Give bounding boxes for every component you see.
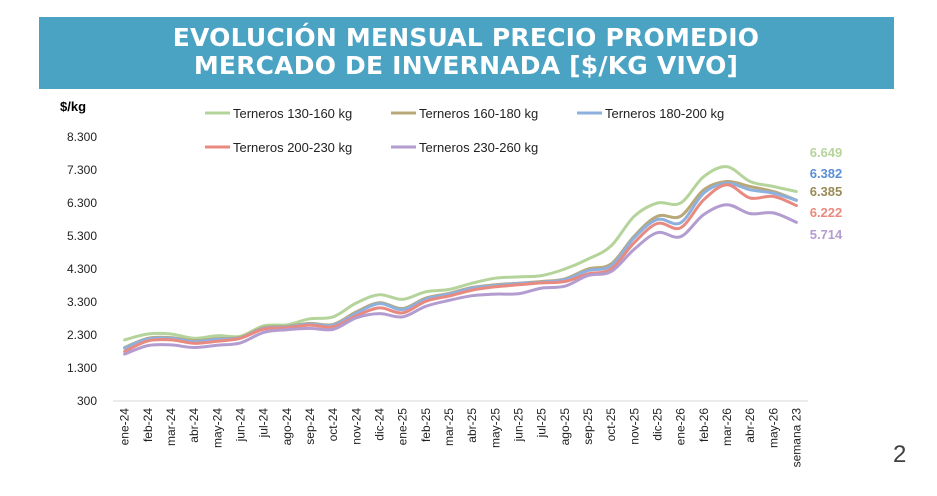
legend-entry: Terneros 160-180 kg [419, 106, 538, 121]
x-tick-label: ago-25 [558, 408, 572, 446]
x-tick-label: dic-25 [650, 408, 664, 441]
x-tick-label: mar-25 [442, 408, 456, 446]
x-tick-label: ene-25 [396, 408, 410, 446]
y-tick-label: 1.300 [67, 361, 97, 375]
series-line-4 [123, 183, 798, 353]
page-number: 2 [893, 441, 907, 468]
series-line-2 [123, 179, 798, 349]
title-banner: EVOLUCIÓN MENSUAL PRECIO PROMEDIO MERCAD… [39, 17, 894, 89]
x-tick-label: may-25 [488, 408, 502, 448]
x-tick-label: abr-24 [187, 408, 201, 443]
x-tick-label: feb-24 [141, 408, 155, 442]
legend-entry: Terneros 230-260 kg [419, 140, 538, 155]
x-tick-label: abr-26 [743, 408, 757, 443]
y-tick-label: 8.300 [67, 130, 97, 144]
y-tick-label: 6.300 [67, 196, 97, 210]
series-end-label: 6.222 [810, 205, 843, 220]
series-end-label: 6.649 [810, 145, 843, 160]
series-line-1 [123, 165, 798, 342]
x-tick-label: feb-25 [419, 408, 433, 442]
x-tick-label: feb-26 [697, 408, 711, 442]
legend-entry: Terneros 180-200 kg [605, 106, 724, 121]
y-tick-label: 3.300 [67, 295, 97, 309]
y-axis-unit-label: $/kg [60, 99, 87, 114]
chart-title-line-2: MERCADO DE INVERNADA [$/KG VIVO] [193, 51, 739, 80]
chart-title-line-1: EVOLUCIÓN MENSUAL PRECIO PROMEDIO [172, 23, 760, 52]
series-end-label: 5.714 [810, 227, 843, 242]
y-tick-label: 5.300 [67, 229, 97, 243]
x-tick-label: dic-24 [372, 408, 386, 441]
series-line-5 [123, 203, 798, 356]
x-tick-label: jul-24 [257, 408, 271, 439]
series-end-label: 6.385 [810, 184, 843, 199]
x-tick-label: semana 23 [789, 408, 803, 468]
x-tick-label: ago-24 [280, 408, 294, 446]
x-tick-label: jun-24 [233, 408, 247, 443]
x-tick-label: mar-26 [720, 408, 734, 446]
x-tick-label: sep-25 [581, 408, 595, 445]
legend-entry: Terneros 130-160 kg [233, 106, 352, 121]
x-tick-label: ene-24 [118, 408, 132, 446]
x-tick-label: jul-25 [535, 408, 549, 439]
x-tick-label: oct-24 [326, 408, 340, 442]
y-tick-label: 4.300 [67, 262, 97, 276]
y-tick-label: 2.300 [67, 328, 97, 342]
x-tick-label: oct-25 [604, 408, 618, 442]
x-tick-label: mar-24 [164, 408, 178, 446]
legend-entry: Terneros 200-230 kg [233, 140, 352, 155]
x-tick-label: ene-26 [674, 408, 688, 446]
x-tick-label: nov-24 [349, 408, 363, 445]
x-tick-label: nov-25 [627, 408, 641, 445]
series-end-label: 6.382 [810, 166, 843, 181]
y-tick-label: 7.300 [67, 163, 97, 177]
x-tick-label: jun-25 [511, 408, 525, 443]
x-tick-label: may-24 [210, 408, 224, 448]
x-tick-label: may-26 [766, 408, 780, 448]
x-tick-label: abr-25 [465, 408, 479, 443]
y-tick-label: 300 [77, 394, 97, 408]
x-tick-label: sep-24 [303, 408, 317, 445]
